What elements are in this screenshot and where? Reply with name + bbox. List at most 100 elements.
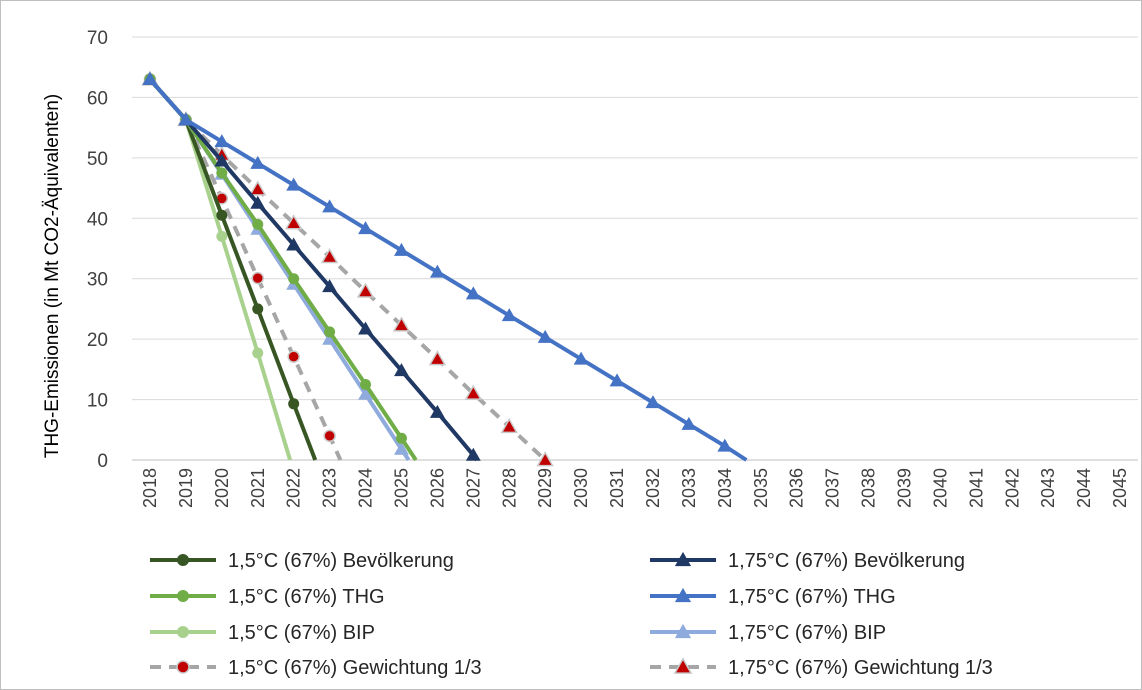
- y-tick-label: 70: [87, 28, 108, 49]
- legend-label: 1,75°C (67%) Gewichtung 1/3: [728, 657, 993, 679]
- x-tick-label: 2022: [284, 468, 304, 508]
- data-point: [673, 657, 693, 674]
- legend-entry: 1,5°C (67%) THG: [150, 586, 385, 608]
- data-point: [322, 279, 338, 293]
- legend-label: 1,5°C (67%) Gewichtung 1/3: [228, 657, 482, 679]
- legend-entry: 1,75°C (67%) BIP: [650, 622, 886, 644]
- legend-label: 1,75°C (67%) THG: [728, 586, 896, 608]
- data-point: [177, 554, 189, 566]
- data-point: [214, 153, 230, 167]
- data-point: [216, 230, 228, 242]
- data-point: [674, 623, 692, 639]
- y-tick-label: 10: [87, 391, 108, 412]
- y-tick-label: 0: [97, 451, 108, 472]
- legend: 1,5°C (67%) Bevölkerung 1,5°C (67%) THG 1,…: [150, 550, 993, 679]
- data-point: [358, 221, 373, 235]
- data-point: [681, 416, 697, 430]
- data-point: [360, 378, 372, 390]
- data-point: [717, 438, 733, 452]
- x-tick-label: 2033: [679, 468, 699, 508]
- data-point: [500, 417, 518, 434]
- series-8: [141, 70, 554, 467]
- x-tick-label: 2020: [212, 468, 232, 508]
- data-point: [322, 331, 338, 345]
- x-tick-label: 2045: [1110, 468, 1130, 508]
- legend-label: 1,75°C (67%) BIP: [728, 622, 886, 644]
- x-axis-ticks: 2018 2019 2020 2021 2022 2023 2024 2025 2026 2027…: [140, 468, 1130, 508]
- x-tick-label: 2024: [356, 468, 376, 508]
- legend-label: 1,5°C (67%) THG: [228, 586, 385, 608]
- series: [141, 70, 748, 467]
- data-point: [288, 273, 300, 285]
- x-tick-label: 2036: [787, 468, 807, 508]
- x-tick-label: 2042: [1002, 468, 1022, 508]
- x-tick-label: 2035: [751, 468, 771, 508]
- x-tick-label: 2029: [535, 468, 555, 508]
- x-tick-label: 2019: [176, 468, 196, 508]
- legend-entry: 1,75°C (67%) Gewichtung 1/3: [650, 657, 993, 679]
- data-point: [674, 551, 692, 567]
- data-point: [142, 71, 158, 85]
- x-tick-label: 2041: [966, 468, 986, 508]
- x-tick-label: 2026: [427, 468, 447, 508]
- data-point: [249, 180, 267, 196]
- legend-entry: 1,5°C (67%) BIP: [150, 622, 375, 644]
- series-6: [142, 71, 748, 462]
- legend-entry: 1,75°C (67%) THG: [650, 586, 896, 608]
- x-tick-label: 2040: [930, 468, 950, 508]
- data-point: [501, 308, 517, 322]
- data-point: [177, 626, 189, 638]
- data-point: [320, 248, 339, 264]
- x-tick-label: 2044: [1074, 468, 1094, 508]
- series-5: [142, 71, 481, 462]
- data-point: [394, 441, 409, 455]
- legend-entry: 1,5°C (67%) Bevölkerung: [150, 550, 454, 572]
- data-point: [251, 271, 264, 285]
- data-point: [288, 398, 300, 410]
- data-point: [250, 155, 266, 169]
- data-point: [465, 447, 481, 461]
- x-tick-label: 2038: [859, 468, 879, 508]
- x-tick-label: 2039: [894, 468, 914, 508]
- data-point: [429, 404, 445, 418]
- x-tick-label: 2032: [643, 468, 663, 508]
- x-tick-label: 2028: [499, 468, 519, 508]
- x-tick-label: 2030: [571, 468, 591, 508]
- data-point: [286, 177, 302, 191]
- y-tick-label: 30: [87, 270, 108, 291]
- x-tick-label: 2037: [823, 468, 843, 508]
- data-point: [216, 209, 228, 221]
- data-point: [358, 386, 373, 400]
- y-tick-label: 40: [87, 209, 108, 230]
- x-tick-label: 2023: [320, 468, 340, 508]
- data-point: [394, 242, 409, 256]
- y-axis-title: THG-Emissionen (in Mt CO2-Äquivalenten): [42, 94, 63, 458]
- data-point: [645, 395, 661, 409]
- data-point: [284, 214, 303, 230]
- y-tick-label: 20: [87, 330, 108, 351]
- y-tick-label: 50: [87, 149, 108, 170]
- data-point: [286, 237, 302, 251]
- data-point: [176, 660, 190, 674]
- data-point: [323, 429, 336, 443]
- data-point: [609, 373, 625, 387]
- data-point: [252, 218, 264, 230]
- data-point: [178, 112, 194, 126]
- legend-label: 1,75°C (67%) Bevölkerung: [728, 550, 965, 572]
- data-point: [250, 195, 266, 209]
- x-tick-label: 2043: [1038, 468, 1058, 508]
- legend-entry: 1,75°C (67%) Bevölkerung: [650, 550, 965, 572]
- data-point: [573, 351, 589, 365]
- grid: [132, 36, 1138, 461]
- x-tick-label: 2025: [391, 468, 411, 508]
- data-point: [536, 451, 554, 467]
- data-point: [252, 347, 264, 359]
- x-tick-label: 2018: [140, 468, 160, 508]
- data-point: [465, 286, 481, 300]
- data-point: [214, 134, 230, 148]
- x-tick-label: 2027: [463, 468, 483, 508]
- y-axis-ticks: 0 10 20 30 40 50 60 70: [87, 28, 108, 472]
